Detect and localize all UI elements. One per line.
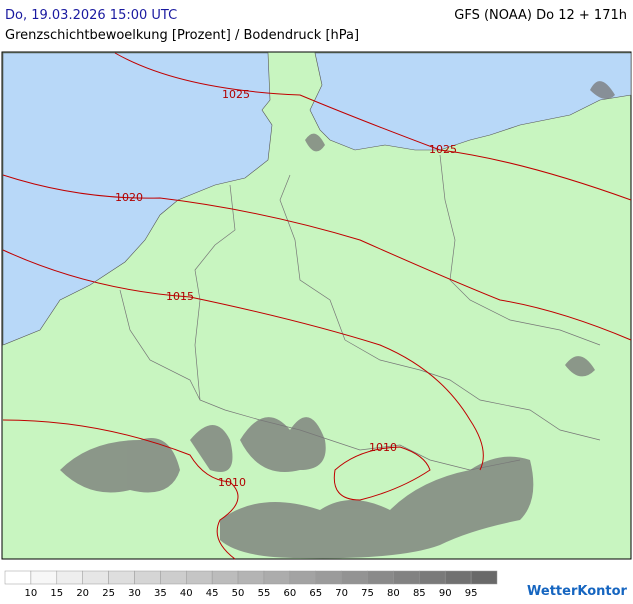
map: 1025 1025 1020 1015 1010 1010: [1, 51, 632, 560]
legend-label: 10: [25, 588, 38, 599]
legend-box: [186, 570, 213, 585]
legend-label: 90: [439, 588, 452, 599]
legend-label: 50: [232, 588, 245, 599]
legend-box: [160, 570, 187, 585]
legend-label: 80: [387, 588, 400, 599]
isobar-label: 1020: [115, 191, 143, 204]
legend-label: 95: [465, 588, 478, 599]
isobar-label: 1025: [429, 143, 457, 156]
legend-label: 60: [283, 588, 296, 599]
legend-box: [237, 570, 265, 585]
legend-box: [56, 570, 83, 585]
legend-label: 75: [361, 588, 374, 599]
legend-box: [444, 570, 472, 585]
brand: WetterKontor: [527, 584, 628, 599]
legend-label: 55: [258, 588, 271, 599]
legend-label: 35: [154, 588, 167, 599]
legend-label: 30: [128, 588, 141, 599]
legend-label: 20: [76, 588, 89, 599]
legend: 10 15 20 25 30 35 40 45 50 55 60 65 70 75 80 85 90 95: [4, 570, 498, 599]
coast: [3, 345, 30, 420]
isobar-label: 1025: [222, 88, 250, 101]
legend-box: [108, 570, 135, 585]
legend-label: 40: [180, 588, 193, 599]
subtitle: Grenzschichtbewoelkung [Prozent] / Boden…: [5, 28, 359, 43]
legend-label: 85: [413, 588, 426, 599]
model: GFS (NOAA) Do 12 + 171h: [454, 8, 627, 23]
legend-box: [367, 570, 394, 585]
legend-box: [4, 570, 32, 585]
legend-box: [393, 570, 420, 585]
legend-box: [30, 570, 58, 585]
legend-box: [82, 570, 109, 585]
legend-box: [289, 570, 316, 585]
legend-box: [419, 570, 446, 585]
legend-label: 70: [335, 588, 348, 599]
isobars: [2, 52, 632, 560]
legend-label: 45: [206, 588, 219, 599]
date: Do, 19.03.2026 15:00 UTC: [5, 8, 177, 23]
legend-box: [470, 570, 498, 585]
legend-box: [263, 570, 291, 585]
legend-box: [315, 570, 342, 585]
legend-label: 65: [309, 588, 322, 599]
borders: [119, 154, 601, 471]
clouds: [60, 81, 615, 559]
legend-box: [211, 570, 239, 585]
legend-box: [134, 570, 161, 585]
legend-label: 25: [102, 588, 115, 599]
isobar-label: 1010: [369, 441, 397, 454]
legend-box: [341, 570, 368, 585]
legend-label: 15: [50, 588, 63, 599]
isobar-label: 1015: [166, 290, 194, 303]
isobar-label: 1010: [218, 476, 246, 489]
